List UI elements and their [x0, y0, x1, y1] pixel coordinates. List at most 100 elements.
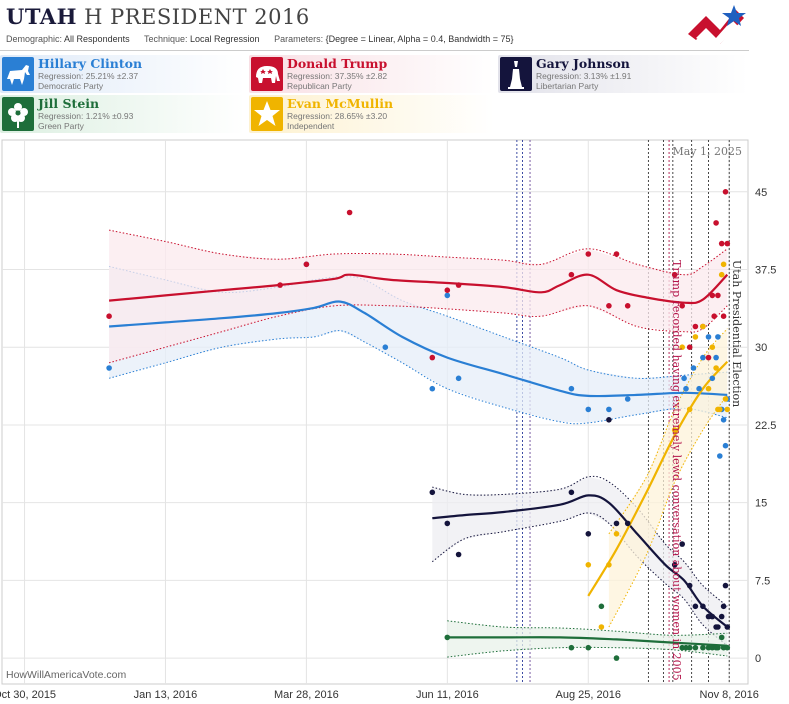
y-tick-label: 0: [755, 653, 761, 665]
poll-point: [606, 303, 612, 309]
poll-point: [718, 634, 725, 641]
poll-point: [705, 354, 712, 361]
y-tick-label: 45: [755, 187, 767, 199]
poll-point: [686, 344, 693, 350]
poll-point: [585, 406, 592, 413]
flower-icon: [2, 97, 34, 131]
poll-point: [722, 189, 729, 195]
poll-point: [606, 406, 612, 413]
poll-point: [568, 271, 575, 278]
candidate-card-mcmullin: Evan McMullin Regression: 28.65% ±3.20 I…: [249, 95, 494, 133]
candidate-card-johnson: Gary Johnson Regression: 3.13% ±1.91 Lib…: [498, 55, 748, 93]
poll-point: [624, 520, 631, 527]
poll-point: [455, 375, 462, 382]
poll-point: [720, 603, 727, 610]
trend-line: [587, 360, 729, 597]
candidate-party: Green Party: [38, 121, 84, 131]
x-tick-label: Jan 13, 2016: [134, 689, 198, 701]
poll-point: [585, 251, 592, 257]
poll-point: [692, 334, 699, 340]
poll-point: [718, 613, 725, 620]
chart-title: UTAH H PRESIDENT 2016: [6, 4, 310, 29]
candidate-name: Gary Johnson: [536, 56, 630, 71]
poll-point: [722, 396, 729, 402]
poll-point: [700, 323, 706, 330]
lower-bound-line: [108, 304, 728, 364]
poll-point: [624, 303, 631, 309]
poll-point: [444, 634, 451, 641]
poll-point: [686, 582, 693, 589]
poll-point: [722, 582, 729, 589]
poll-point: [722, 442, 729, 449]
poll-point: [700, 603, 706, 610]
chart-labels: Trump recorded having extremely lewd con…: [6, 145, 743, 681]
poll-point: [683, 385, 689, 392]
poll-point: [606, 562, 612, 568]
poll-point: [568, 489, 575, 496]
poll-point: [624, 396, 631, 402]
poll-point: [700, 354, 706, 361]
y-tick-label: 15: [755, 498, 767, 510]
parameters-value: {Degree = Linear, Alpha = 0.4, Bandwidth…: [325, 34, 514, 44]
chart-parameters: Demographic: All Respondents Technique: …: [6, 34, 514, 44]
poll-point: [598, 603, 605, 610]
poll-point: [679, 344, 685, 350]
poll-point: [717, 453, 723, 459]
lower-bound-line: [432, 512, 728, 647]
trend-line: [108, 273, 729, 305]
candidate-card-stein: Jill Stein Regression: 1.21% ±0.93 Green…: [0, 95, 245, 133]
candidate-party: Democratic Party: [38, 81, 104, 91]
x-tick-label: Jun 11, 2016: [416, 689, 479, 701]
confidence-band: [432, 476, 728, 646]
candidate-card-clinton: Hillary Clinton Regression: 25.21% ±2.37…: [0, 55, 245, 93]
poll-point: [692, 323, 699, 330]
candidate-name: Evan McMullin: [287, 96, 394, 111]
poll-point: [444, 292, 451, 299]
candidate-name: Jill Stein: [38, 96, 100, 111]
poll-point: [106, 313, 112, 319]
confidence-band: [608, 328, 728, 627]
poll-point: [724, 406, 731, 413]
poll-point: [718, 271, 725, 278]
candidate-regression: Regression: 1.21% ±0.93: [38, 111, 134, 121]
lower-bound-line: [108, 330, 728, 425]
poll-point: [720, 417, 727, 423]
y-tick-label: 30: [755, 342, 767, 354]
chart-header: UTAH H PRESIDENT 2016 Demographic: All R…: [0, 0, 749, 51]
poll-point: [705, 385, 712, 392]
poll-point: [715, 624, 721, 630]
poll-point: [713, 354, 719, 361]
poll-point: [709, 292, 716, 299]
x-tick-label: Nov 8, 2016: [700, 689, 759, 701]
demographic-label: Demographic:: [6, 34, 63, 44]
poll-point: [724, 240, 731, 247]
poll-point: [696, 385, 702, 392]
poll-point: [429, 354, 436, 361]
poll-point: [606, 417, 612, 423]
poll-points: [106, 189, 731, 661]
poll-point: [724, 624, 731, 630]
poll-point: [717, 406, 723, 413]
star-icon: [251, 97, 283, 131]
lower-bound-line: [608, 394, 728, 628]
poll-point: [568, 644, 575, 651]
poll-point: [568, 385, 575, 392]
upper-bound-line: [108, 265, 728, 379]
y-tick-label: 37.5: [755, 265, 776, 277]
poll-point: [686, 406, 693, 413]
poll-point: [613, 520, 620, 527]
title-state: UTAH: [6, 4, 77, 29]
event-label: Utah Presidential Election: [730, 260, 743, 407]
candidate-regression: Regression: 3.13% ±1.91: [536, 71, 632, 81]
poll-point: [585, 562, 592, 568]
poll-point: [724, 644, 731, 651]
event-label: Trump recorded having extremely lewd con…: [670, 260, 683, 681]
elephant-icon: [251, 57, 283, 91]
poll-point: [713, 365, 719, 371]
x-tick-label: Aug 25, 2016: [556, 689, 621, 701]
demographic-value: All Respondents: [64, 34, 130, 44]
candidate-name: Donald Trump: [287, 56, 388, 71]
title-race: H PRESIDENT 2016: [76, 5, 310, 29]
candidate-party: Libertarian Party: [536, 81, 599, 91]
poll-point: [690, 365, 697, 371]
